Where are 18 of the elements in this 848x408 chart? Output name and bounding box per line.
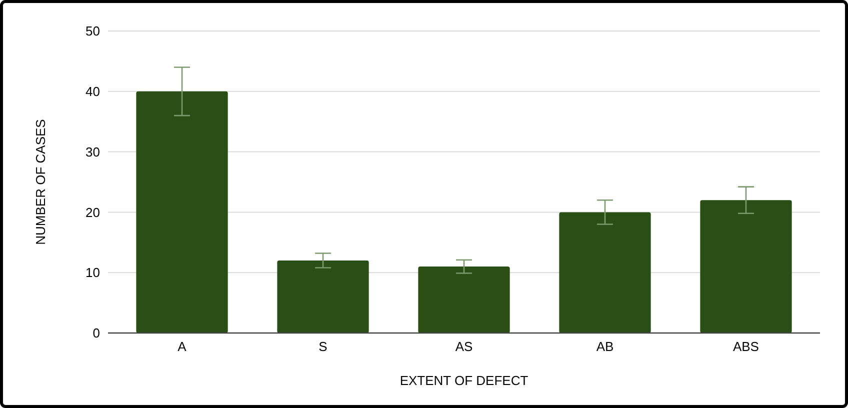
x-tick-label: ABS xyxy=(732,339,760,354)
bar xyxy=(559,212,651,333)
y-tick-label: 20 xyxy=(86,204,100,220)
bar xyxy=(418,266,510,333)
x-tick-label: S xyxy=(318,339,328,354)
x-tick-label: A xyxy=(178,339,187,354)
x-tick-label: AB xyxy=(596,339,614,354)
y-tick-label: 10 xyxy=(86,265,100,280)
x-tick-label: AS xyxy=(455,339,473,354)
y-tick-label: 0 xyxy=(92,326,100,341)
y-tick-label: 40 xyxy=(86,84,100,99)
bar xyxy=(277,260,369,333)
x-axis-title: EXTENT OF DEFECT xyxy=(400,373,528,388)
bar xyxy=(700,200,792,333)
bar xyxy=(136,91,228,333)
y-tick-label: 50 xyxy=(86,24,100,39)
y-tick-label: 30 xyxy=(86,144,100,160)
y-axis-title: NUMBER OF CASES xyxy=(33,118,48,245)
